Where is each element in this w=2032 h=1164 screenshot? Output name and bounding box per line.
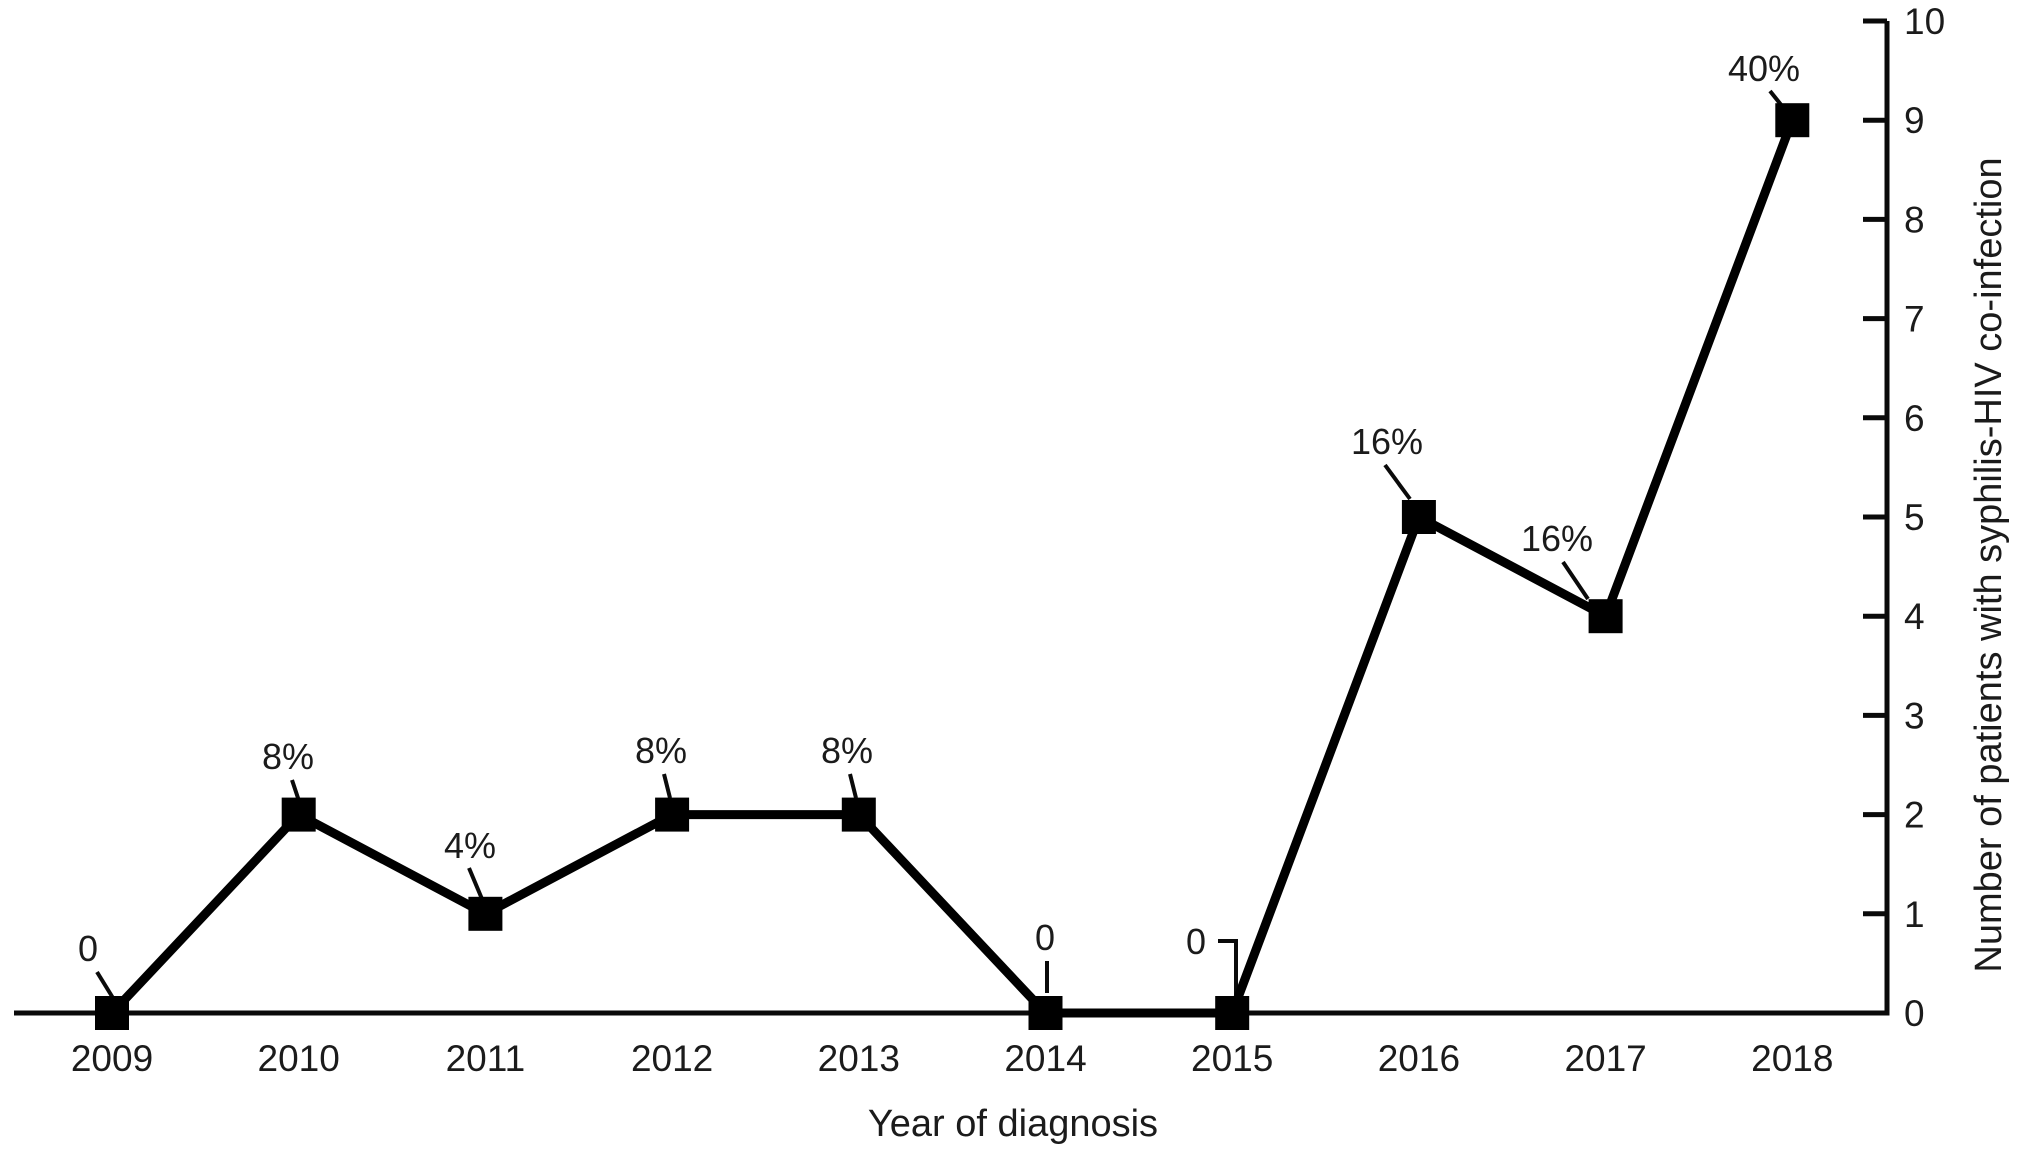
data-point-marker [1401,500,1436,534]
data-point-marker [1588,599,1623,634]
x-tick-label: 2012 [631,1038,713,1079]
data-point-marker [841,797,876,832]
y-tick-label: 6 [1904,398,1925,439]
data-point-marker [655,797,690,832]
y-axis-title: Number of patients with syphilis-HIV co-… [1968,157,2010,972]
y-tick-label: 8 [1904,199,1925,240]
x-axis-title: Year of diagnosis [868,1103,1158,1145]
x-tick-label: 2016 [1378,1038,1460,1079]
point-label: 40% [1728,48,1800,89]
leader-line [95,970,115,1000]
leader-line [1383,463,1412,501]
point-label: 16% [1351,421,1423,462]
data-point-marker [1775,103,1810,138]
x-tick-label: 2015 [1191,1038,1273,1079]
x-tick-label: 2018 [1751,1038,1833,1079]
data-point-marker [281,797,316,832]
x-tick-label: 2014 [1004,1038,1086,1079]
leader-line [467,867,484,900]
x-tick-label: 2011 [446,1038,526,1079]
point-label: 8% [821,730,873,771]
data-point-marker [95,996,129,1030]
y-tick-label: 3 [1904,695,1925,736]
x-tick-label: 2009 [71,1038,153,1079]
leader-line [1561,560,1590,601]
x-tick-label: 2013 [818,1038,900,1079]
point-label: 16% [1521,518,1593,559]
x-tick-label: 2017 [1564,1038,1646,1079]
y-tick-label: 9 [1904,100,1925,141]
y-tick-label: 1 [1904,894,1925,935]
data-point-marker [468,896,503,931]
y-tick-label: 7 [1904,299,1925,340]
leader-line [848,773,858,799]
y-tick-label: 10 [1904,1,1945,42]
y-tick-label: 2 [1904,795,1925,836]
point-label: 0 [1035,917,1055,958]
leader-line [662,773,672,799]
point-label: 8% [262,736,314,777]
point-label: 0 [1186,921,1206,962]
data-point-marker [1028,996,1063,1030]
leader-line [290,779,301,802]
y-tick-label: 4 [1904,596,1925,637]
point-label: 4% [444,825,496,866]
point-label: 8% [635,730,687,771]
y-tick-label: 5 [1904,497,1925,538]
x-tick-label: 2010 [258,1038,340,1079]
point-label: 0 [78,928,98,969]
y-tick-label: 0 [1904,993,1925,1034]
series-line [108,118,1797,1018]
data-point-marker [1215,996,1250,1030]
leader-line [1218,939,1238,995]
